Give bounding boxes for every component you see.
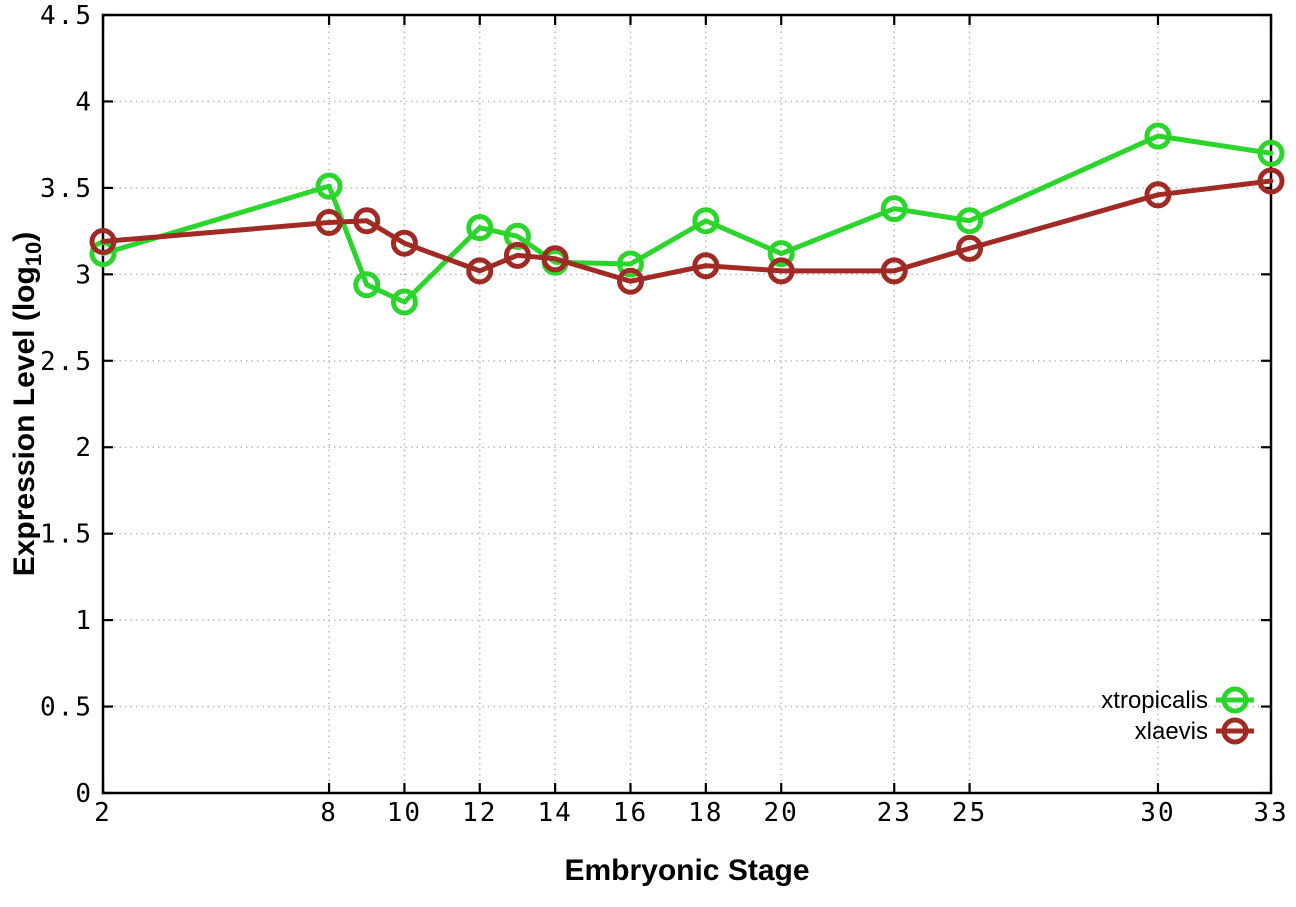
legend-row-xtropicalis: xtropicalis: [1101, 686, 1254, 714]
data-point-xlaevis: [315, 208, 343, 236]
y-axis-title: Expression Level (log10): [8, 232, 46, 577]
series-xtropicalis: [89, 122, 1285, 316]
gridlines: [103, 15, 1271, 793]
x-tick-label: 14: [537, 798, 572, 828]
x-tick-label: 2: [94, 798, 112, 828]
plot-border: [101, 13, 1273, 795]
data-point-xlaevis: [767, 257, 795, 285]
data-point-xlaevis: [89, 227, 117, 255]
y-tick-label: 1: [75, 606, 93, 636]
data-point-xtropicalis: [880, 195, 908, 223]
legend-sample-marker-xlaevis: [1221, 717, 1249, 745]
data-point-xtropicalis: [767, 240, 795, 268]
data-point-xlaevis: [541, 245, 569, 273]
x-tick-label: 10: [387, 798, 422, 828]
plot-frame: [101, 13, 1273, 795]
data-point-xtropicalis: [390, 288, 418, 316]
data-point-xtropicalis: [353, 271, 381, 299]
data-point-xtropicalis: [1257, 139, 1285, 167]
data-point-xtropicalis: [956, 207, 984, 235]
series-line-xtropicalis: [100, 133, 1274, 305]
x-tick-label: 18: [688, 798, 723, 828]
data-point-xlaevis: [503, 241, 531, 269]
x-tick-label: 23: [877, 798, 912, 828]
x-tick-label: 16: [613, 798, 648, 828]
legend-row-xlaevis: xlaevis: [1135, 717, 1254, 745]
data-point-xlaevis: [616, 267, 644, 295]
y-tick-label: 4: [75, 87, 93, 117]
x-tick-label: 12: [462, 798, 497, 828]
y-tick-label: 0.5: [40, 693, 93, 723]
data-point-xlaevis: [880, 257, 908, 285]
data-series: [89, 122, 1285, 316]
x-tick-label: 30: [1140, 798, 1175, 828]
x-tick-label: 20: [764, 798, 799, 828]
data-point-xlaevis: [692, 252, 720, 280]
data-point-xtropicalis: [466, 214, 494, 242]
data-point-xlaevis: [353, 207, 381, 235]
data-point-xtropicalis: [692, 207, 720, 235]
legend-label-xtropicalis: xtropicalis: [1101, 687, 1208, 714]
y-tick-label: 2.5: [40, 347, 93, 377]
data-point-xlaevis: [1257, 167, 1285, 195]
y-tick-label: 4.5: [40, 1, 93, 31]
y-tick-label: 3: [75, 260, 93, 290]
x-tick-label: 8: [320, 798, 338, 828]
x-tick-labels: 2 8 10 12 14 16 18 20 23 25 30 33: [94, 798, 1288, 828]
y-tick-label: 1.5: [40, 520, 93, 550]
y-tick-label: 3.5: [40, 174, 93, 204]
data-point-xlaevis: [390, 229, 418, 257]
y-tick-label: 0: [75, 779, 93, 809]
x-tick-label: 25: [952, 798, 987, 828]
data-point-xlaevis: [956, 234, 984, 262]
y-tick-labels: 0 0.5 1 1.5 2 2.5 3 3.5 4 4.5: [40, 1, 93, 809]
legend-label-xlaevis: xlaevis: [1135, 718, 1208, 745]
x-tick-label: 33: [1253, 798, 1288, 828]
axis-ticks: [101, 13, 1273, 795]
y-tick-label: 2: [75, 433, 93, 463]
x-axis-title: Embryonic Stage: [564, 854, 809, 887]
data-point-xtropicalis: [616, 250, 644, 278]
data-point-xtropicalis: [503, 222, 531, 250]
series-xlaevis: [89, 167, 1285, 295]
data-point-xtropicalis: [315, 172, 343, 200]
data-point-xtropicalis: [1144, 122, 1172, 150]
legend: xtropicalis xlaevis: [1101, 686, 1254, 745]
data-point-xlaevis: [1144, 181, 1172, 209]
data-point-xlaevis: [466, 257, 494, 285]
legend-sample-marker-xtropicalis: [1221, 686, 1249, 714]
